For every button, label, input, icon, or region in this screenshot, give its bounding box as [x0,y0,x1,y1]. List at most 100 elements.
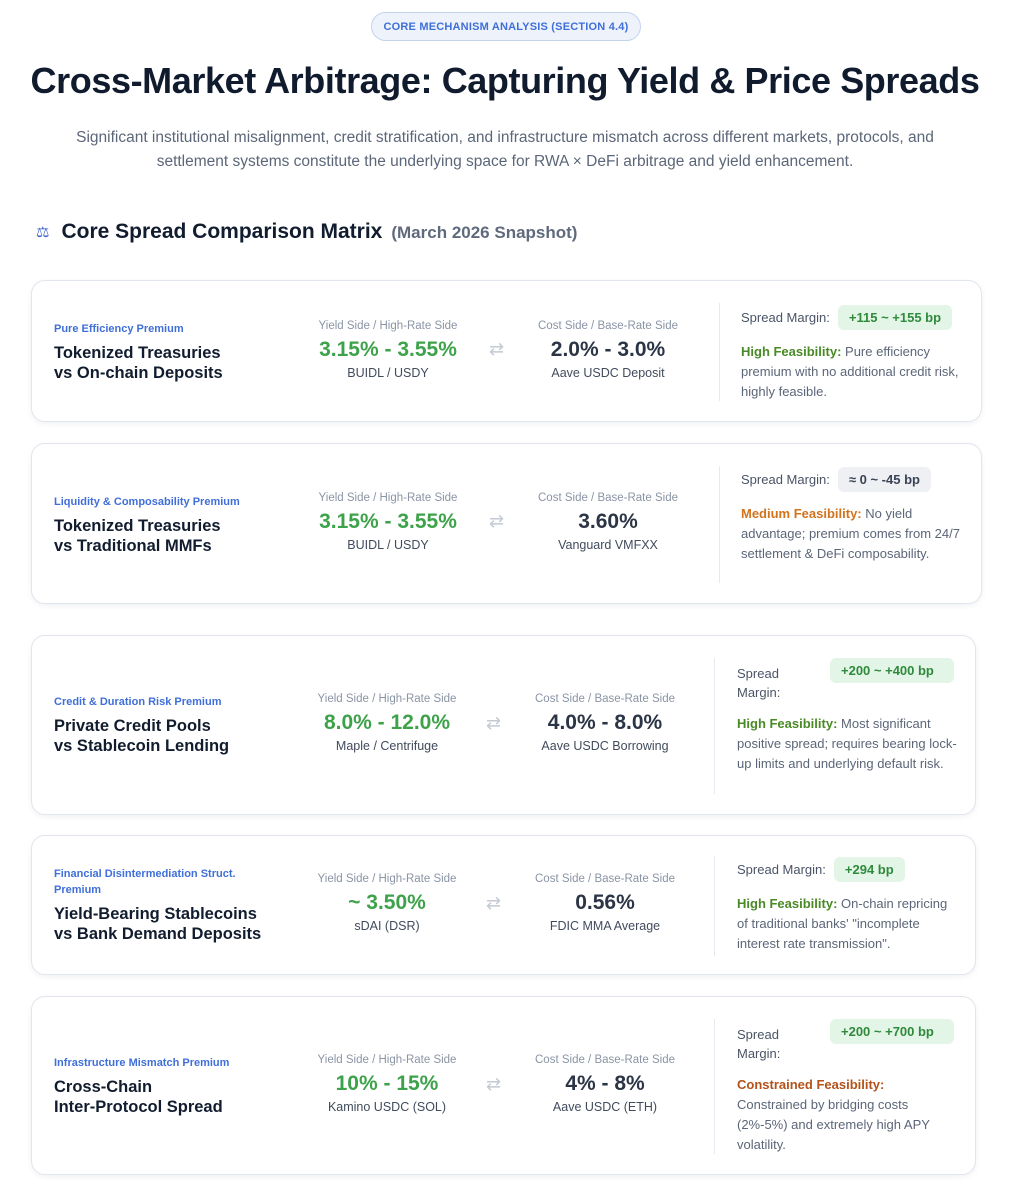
feasibility-text: Constrained Feasibility: Constrained by … [737,1075,957,1155]
exchange-arrow-icon: ⇄ [489,511,505,531]
exchange-arrow-icon: ⇄ [486,1074,502,1094]
scale-icon: ⚖ [36,224,50,241]
cost-rate: 0.56% [575,891,635,914]
card-category: Pure Efficiency Premium [54,323,184,335]
yield-source: sDAI (DSR) [354,919,420,933]
cost-side: Cost Side / Base-Rate Side 3.60% Vanguar… [508,492,708,552]
spread-margin-label: Spread Margin: [737,666,781,700]
yield-side-header: Yield Side / High-Rate Side [318,492,458,504]
yield-rate: 3.15% - 3.55% [319,338,457,361]
feasibility-text: High Feasibility: Most significant posit… [737,714,957,774]
feasibility-text: Medium Feasibility: No yield advantage; … [741,504,961,564]
spread-block: Spread Margin: +200 ~ +400 bp High Feasi… [737,658,957,774]
spread-card-efficiency: Pure Efficiency Premium Tokenized Treasu… [31,280,982,422]
card-category: Liquidity & Composability Premium [54,496,240,508]
spread-margin-label: Spread Margin: [737,862,826,877]
cost-rate: 3.60% [578,510,638,533]
cost-source: FDIC MMA Average [549,919,661,933]
card-title-block: Liquidity & Composability Premium Tokeni… [54,494,269,556]
yield-side-header: Yield Side / High-Rate Side [318,320,458,332]
spread-card-disintermediation: Financial Disintermediation Struct. Prem… [31,835,976,975]
cost-side-header: Cost Side / Base-Rate Side [538,320,678,332]
spread-block: Spread Margin: +200 ~ +700 bp Constraine… [737,1019,957,1155]
page-subtitle: Significant institutional misalignment, … [76,129,934,170]
cost-rate: 4.0% - 8.0% [547,711,663,734]
feasibility-label: High Feasibility: [737,896,838,911]
yield-side-header: Yield Side / High-Rate Side [317,1054,457,1066]
cost-rate: 2.0% - 3.0% [550,338,666,361]
spread-margin-value: +294 bp [833,857,905,882]
cost-side: Cost Side / Base-Rate Side 4.0% - 8.0% A… [505,693,705,753]
cost-side-header: Cost Side / Base-Rate Side [538,492,678,504]
spread-margin-value: +200 ~ +400 bp [830,658,954,683]
exchange-arrow-icon: ⇄ [486,713,502,733]
card-category: Credit & Duration Risk Premium [54,696,222,708]
divider [714,658,715,794]
feasibility-text: High Feasibility: On-chain repricing of … [737,894,957,954]
feasibility-description: No yield advantage; premium comes from 2… [741,506,960,561]
yield-side-header: Yield Side / High-Rate Side [317,693,457,705]
cost-source: Vanguard VMFXX [558,538,658,552]
section-badge: CORE MECHANISM ANALYSIS (SECTION 4.4) [371,12,641,41]
cost-side-header: Cost Side / Base-Rate Side [535,1054,675,1066]
feasibility-description: Most significant positive spread; requir… [737,716,957,771]
spread-margin-label: Spread Margin: [737,1027,781,1061]
yield-source: Kamino USDC (SOL) [327,1100,447,1114]
spread-card-credit: Credit & Duration Risk Premium Private C… [31,635,976,815]
feasibility-description: Constrained by bridging costs (2%-5%) an… [737,1097,930,1152]
card-title-block: Credit & Duration Risk Premium Private C… [54,694,269,756]
yield-source: Maple / Centrifuge [335,739,439,753]
cost-source: Aave USDC Deposit [551,366,665,380]
yield-source: BUIDL / USDY [347,366,429,380]
page-title: Cross-Market Arbitrage: Capturing Yield … [30,60,980,101]
yield-source: BUIDL / USDY [347,538,429,552]
section-title: Core Spread Comparison Matrix [61,220,383,243]
exchange-arrow-icon: ⇄ [489,339,505,359]
divider [719,303,720,401]
yield-side: Yield Side / High-Rate Side 10% - 15% Ka… [287,1054,487,1114]
feasibility-label: High Feasibility: [737,716,838,731]
cost-side: Cost Side / Base-Rate Side 2.0% - 3.0% A… [508,320,708,380]
card-category: Financial Disintermediation Struct. Prem… [54,868,236,896]
feasibility-label: Medium Feasibility: [741,506,862,521]
spread-margin-value: +200 ~ +700 bp [830,1019,954,1044]
spread-block: Spread Margin: +115 ~ +155 bp High Feasi… [741,305,966,402]
feasibility-text: High Feasibility: Pure efficiency premiu… [741,342,966,402]
divider [714,856,715,956]
feasibility-description: Pure efficiency premium with no addition… [741,344,959,399]
card-name: Yield-Bearing Stablecoins vs Bank Demand … [54,905,262,943]
spread-block: Spread Margin: +294 bp High Feasibility:… [737,857,957,954]
yield-rate: ~ 3.50% [348,891,426,914]
spread-margin-label: Spread Margin: [741,472,830,487]
section-heading: ⚖ Core Spread Comparison Matrix (March 2… [36,220,577,250]
divider [714,1019,715,1154]
feasibility-label: High Feasibility: [741,344,842,359]
card-title-block: Pure Efficiency Premium Tokenized Treasu… [54,321,269,383]
spread-card-infrastructure: Infrastructure Mismatch Premium Cross-Ch… [31,996,976,1175]
yield-rate: 8.0% - 12.0% [323,711,451,734]
feasibility-label: Constrained Feasibility: [737,1077,885,1092]
card-name: Tokenized Treasuries vs On-chain Deposits [54,344,223,382]
yield-rate: 3.15% - 3.55% [319,510,457,533]
yield-side: Yield Side / High-Rate Side 3.15% - 3.55… [288,492,488,552]
cost-rate: 4% - 8% [565,1072,645,1095]
spread-margin-value: +115 ~ +155 bp [837,305,953,330]
spread-block: Spread Margin: ≈ 0 ~ -45 bp Medium Feasi… [741,467,961,564]
yield-side-header: Yield Side / High-Rate Side [317,873,457,885]
section-note: (March 2026 Snapshot) [391,223,578,242]
cost-side: Cost Side / Base-Rate Side 0.56% FDIC MM… [505,873,705,933]
card-name: Cross-Chain Inter-Protocol Spread [54,1078,223,1116]
cost-source: Aave USDC (ETH) [552,1100,658,1114]
card-title-block: Infrastructure Mismatch Premium Cross-Ch… [54,1055,269,1117]
yield-side: Yield Side / High-Rate Side ~ 3.50% sDAI… [287,873,487,933]
cost-side-header: Cost Side / Base-Rate Side [535,693,675,705]
card-name: Private Credit Pools vs Stablecoin Lendin… [54,717,230,755]
card-title-block: Financial Disintermediation Struct. Prem… [54,866,269,944]
yield-rate: 10% - 15% [335,1072,439,1095]
cost-side: Cost Side / Base-Rate Side 4% - 8% Aave … [505,1054,705,1114]
spread-margin-label: Spread Margin: [741,310,830,325]
feasibility-description: On-chain repricing of traditional banks'… [737,896,948,951]
yield-side: Yield Side / High-Rate Side 3.15% - 3.55… [288,320,488,380]
spread-card-liquidity: Liquidity & Composability Premium Tokeni… [31,443,982,604]
cost-source: Aave USDC Borrowing [541,739,669,753]
